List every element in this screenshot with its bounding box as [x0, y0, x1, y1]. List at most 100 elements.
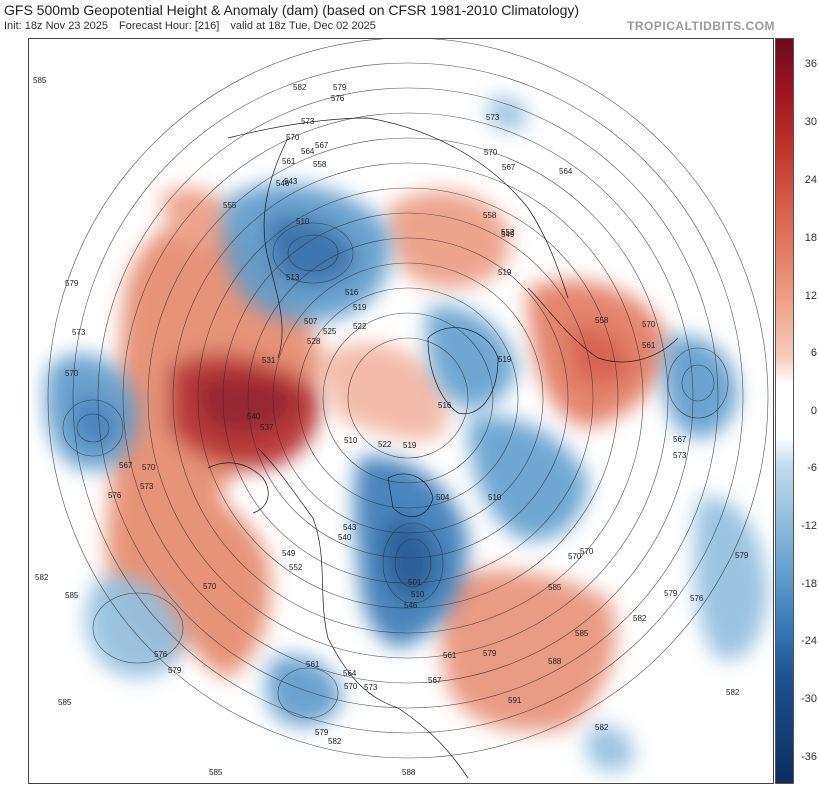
contour-low-pacific — [76, 413, 110, 443]
contour-label: 576 — [690, 594, 704, 603]
contour-label: 501 — [408, 578, 422, 587]
contour-ring — [222, 212, 594, 584]
contour-label: 510 — [344, 436, 358, 445]
contour-label: 567 — [428, 676, 442, 685]
contour-label: 570 — [642, 320, 656, 329]
contour-label: 585 — [58, 698, 72, 707]
anomaly-colorbar — [775, 38, 794, 784]
contour-low-canada — [394, 538, 432, 588]
contour-ring — [97, 87, 719, 709]
contour-label: 585 — [548, 583, 562, 592]
contour-labels: 585 582 579 576 573 570 567 564 561 558 … — [33, 76, 749, 777]
contour-label: 570 — [484, 148, 498, 157]
contour-label: 588 — [402, 768, 416, 777]
anomaly-trough-pacific-south — [85, 576, 183, 678]
colorbar-tick: 18 — [804, 232, 817, 244]
contour-label: 570 — [203, 582, 217, 591]
contour-label: 585 — [33, 76, 47, 85]
contour-label: 522 — [353, 322, 367, 331]
contour-label: 561 — [443, 651, 457, 660]
colorbar-tick: -30 — [801, 693, 817, 705]
anomaly-trough-southwest-us — [266, 655, 343, 727]
contour-label: 576 — [331, 94, 345, 103]
contour-label: 555 — [223, 201, 237, 210]
contour-label: 582 — [35, 573, 49, 582]
contour-label: 567 — [502, 163, 516, 172]
colorbar-border — [775, 38, 794, 784]
contour-ring — [322, 312, 494, 484]
contour-label: 573 — [301, 117, 315, 126]
contour-ring — [197, 187, 619, 609]
colorbar-tick: -18 — [801, 578, 817, 590]
contour-label: 582 — [595, 723, 609, 732]
contour-label: 564 — [301, 147, 315, 156]
map-title: GFS 500mb Geopotential Height & Anomaly … — [4, 2, 580, 18]
colorbar-tick: -36 — [801, 751, 817, 763]
contour-ring — [122, 112, 694, 684]
contour-ring — [247, 237, 569, 559]
init-time: Init: 18z Nov 23 2025 — [4, 20, 108, 32]
colorbar-tick: -6 — [807, 462, 817, 474]
contour-label: 573 — [364, 683, 378, 692]
contour-label: 543 — [343, 523, 357, 532]
contour-low-pacific-south — [92, 592, 184, 664]
contour-low-east-asia — [667, 347, 729, 419]
contour-label: 561 — [642, 341, 656, 350]
contour-label: 525 — [323, 327, 337, 336]
anomaly-trough-scandinavia — [468, 416, 588, 541]
contour-low-siberia — [272, 222, 354, 284]
contour-label: 570 — [142, 463, 156, 472]
contour-label: 582 — [328, 737, 342, 746]
contour-label: 579 — [735, 551, 749, 560]
contour-label: 585 — [575, 629, 589, 638]
contour-label: 549 — [282, 549, 296, 558]
contour-ring — [172, 162, 644, 634]
contour-label: 585 — [65, 591, 79, 600]
anomaly-trough-caribbean — [586, 725, 634, 772]
coast-europe — [527, 287, 679, 363]
contour-label: 588 — [548, 657, 562, 666]
contour-ring — [347, 337, 469, 459]
contour-label: 570 — [580, 547, 594, 556]
contour-label: 528 — [307, 337, 321, 346]
contour-label: 570 — [286, 133, 300, 142]
valid-time: valid at 18z Tue, Dec 02 2025 — [230, 20, 376, 32]
coast-east-asia — [263, 137, 289, 359]
anomaly-trough-siberia-core — [266, 215, 358, 287]
contour-label: 558 — [595, 316, 609, 325]
contour-label: 573 — [140, 482, 154, 491]
contour-label: 561 — [282, 157, 296, 166]
contour-label: 519 — [353, 303, 367, 312]
contour-low-canada — [382, 522, 444, 604]
colorbar-tick: 0 — [810, 405, 817, 417]
anomaly-ridge-core-inner — [197, 375, 298, 434]
contour-label: 573 — [673, 451, 687, 460]
contour-label: 516 — [438, 401, 452, 410]
run-info: Init: 18z Nov 23 2025 Forecast Hour: [21… — [4, 20, 384, 32]
contour-label: 573 — [72, 328, 86, 337]
contour-label: 510 — [411, 590, 425, 599]
colorbar-gradient — [775, 38, 794, 784]
anomaly-trough-ne-siberia-small — [488, 96, 528, 130]
anomaly-ridge-europe-core — [568, 325, 633, 386]
contour-label: 564 — [559, 167, 573, 176]
contour-label: 582 — [293, 83, 307, 92]
contour-ring — [147, 137, 669, 659]
contour-label: 552 — [289, 563, 303, 572]
contour-label: 510 — [296, 217, 310, 226]
contour-label: 579 — [333, 83, 347, 92]
contour-label: 519 — [498, 268, 512, 277]
contour-label: 540 — [338, 533, 352, 542]
coast-north-america — [257, 447, 469, 779]
contour-label: 573 — [486, 113, 500, 122]
contour-label: 585 — [209, 768, 223, 777]
contour-label: 558 — [483, 211, 497, 220]
contour-label: 579 — [483, 649, 497, 658]
coast-asia — [227, 117, 569, 299]
contour-ring — [297, 287, 519, 509]
polar-stereographic-map[interactable]: 585 582 579 576 573 570 567 564 561 558 … — [28, 38, 774, 784]
contour-label: 519 — [498, 355, 512, 364]
contour-label: 540 — [247, 412, 261, 421]
contour-label: 579 — [664, 589, 678, 598]
map-frame — [28, 38, 774, 784]
